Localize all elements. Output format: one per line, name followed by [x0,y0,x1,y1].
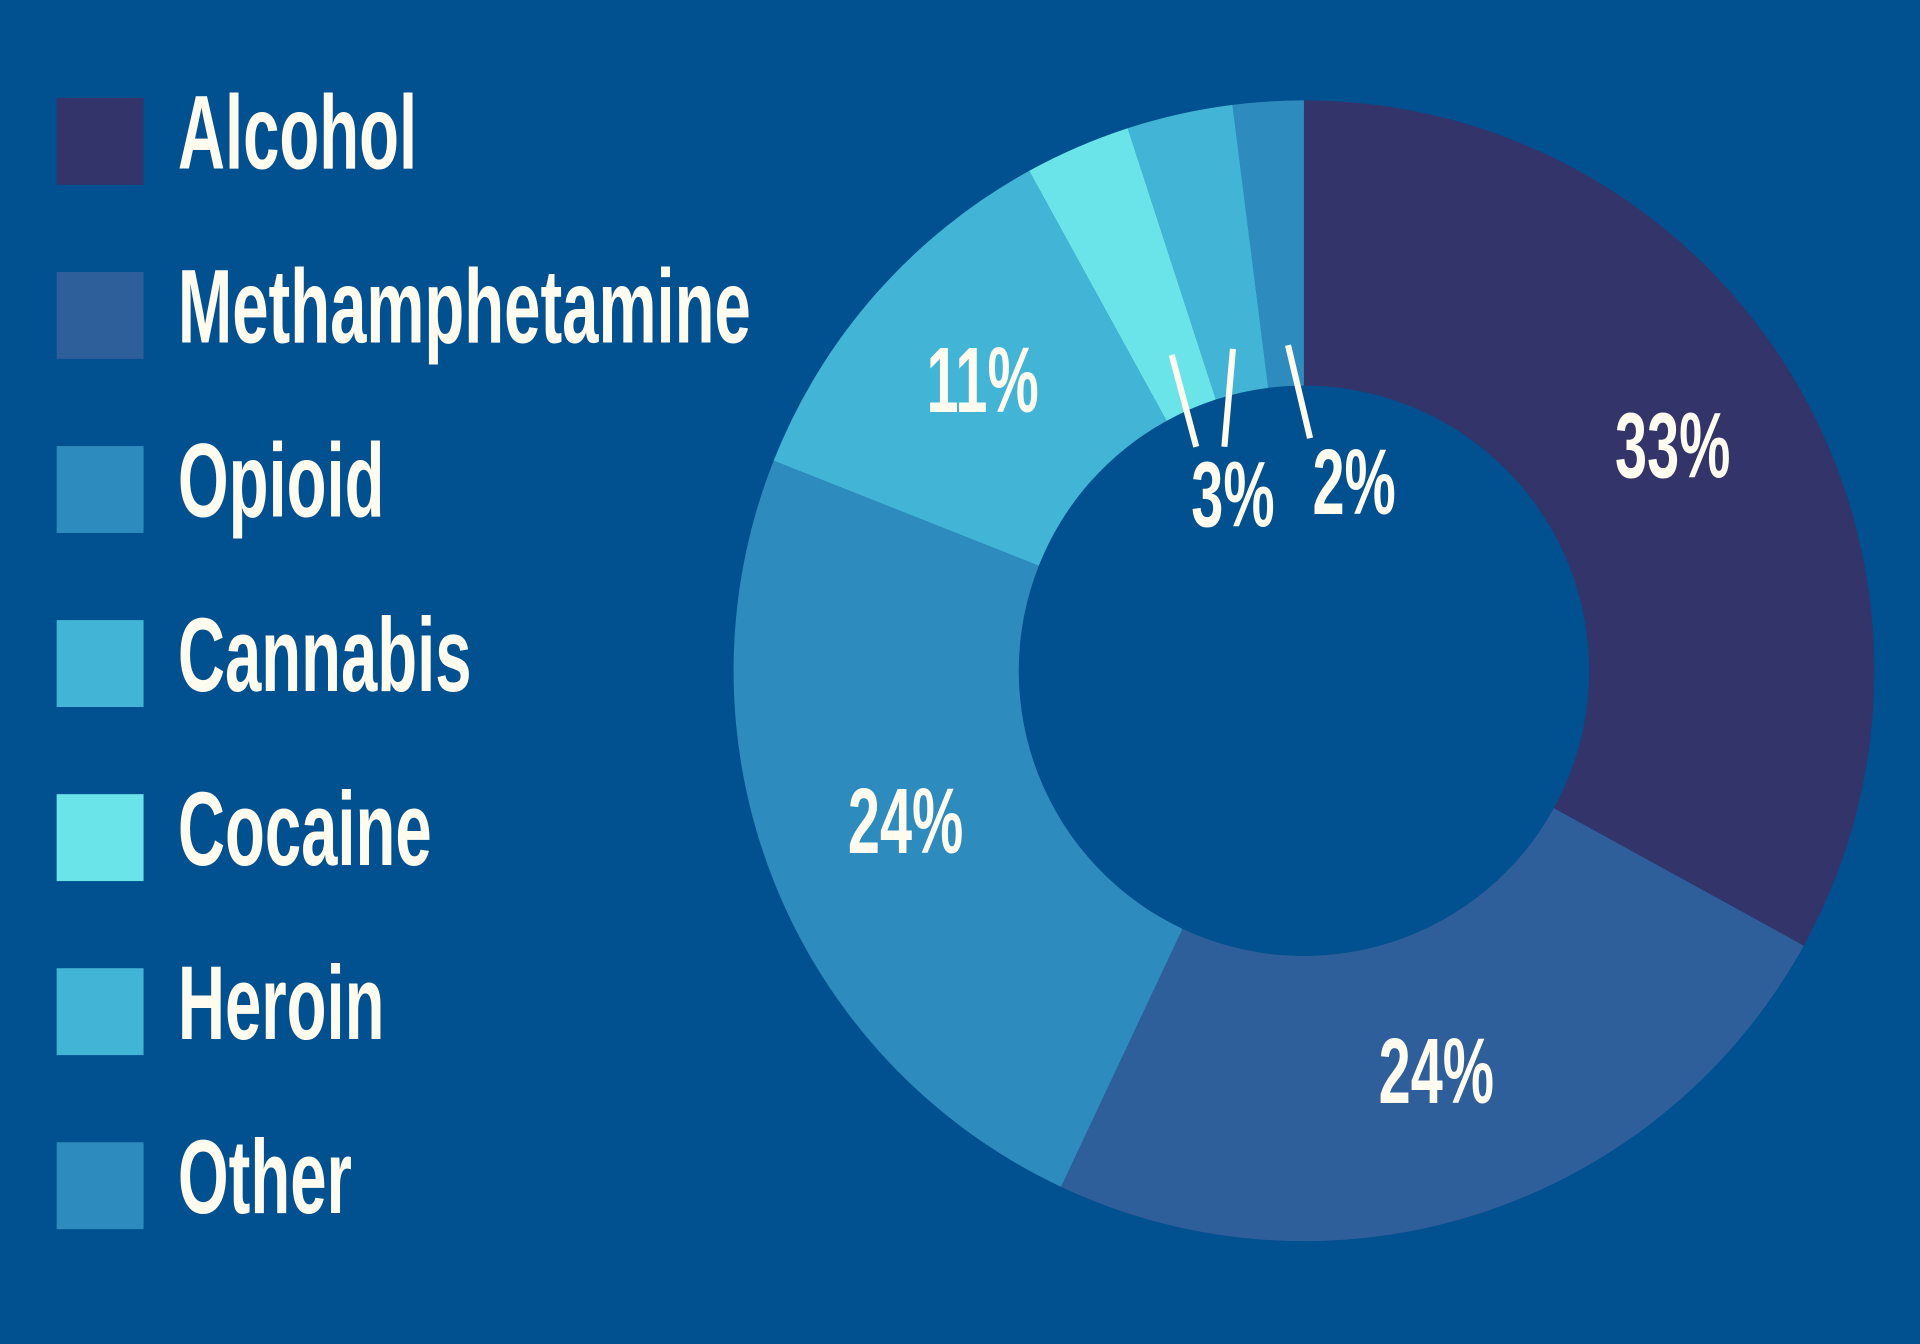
legend-label: Methamphetamine [178,248,751,366]
leader-line [1221,348,1237,448]
leader-lines [1168,344,1314,448]
legend-swatch [56,968,144,1056]
donut-slice [773,170,1167,566]
legend-swatch [56,97,144,185]
legend-swatch [56,620,144,708]
leader-line [1168,354,1200,448]
value-label: 3% [1191,443,1274,546]
legend-label: Heroin [178,944,385,1062]
legend-swatch [56,1142,144,1230]
legend-label: Cocaine [178,770,432,888]
legend-label: Opioid [178,422,385,540]
donut-slice [1232,100,1304,388]
legend-swatch [56,794,144,882]
donut-slice [1127,104,1269,400]
legend-swatch [56,446,144,533]
value-label: 24% [848,770,963,873]
value-label: 2% [1312,431,1395,534]
donut-slice [1029,128,1216,421]
legend-label: Other [178,1118,352,1236]
leader-line [1285,344,1314,439]
value-label: 24% [1379,1020,1494,1123]
donut-slice [733,460,1183,1187]
legend-label: Alcohol [178,74,417,192]
value-label: 33% [1615,394,1730,497]
legend-label: Cannabis [178,596,472,714]
donut-slice [1061,808,1804,1242]
legend-swatch [56,271,144,359]
donut-slice [1303,100,1875,946]
value-label: 11% [926,329,1038,432]
